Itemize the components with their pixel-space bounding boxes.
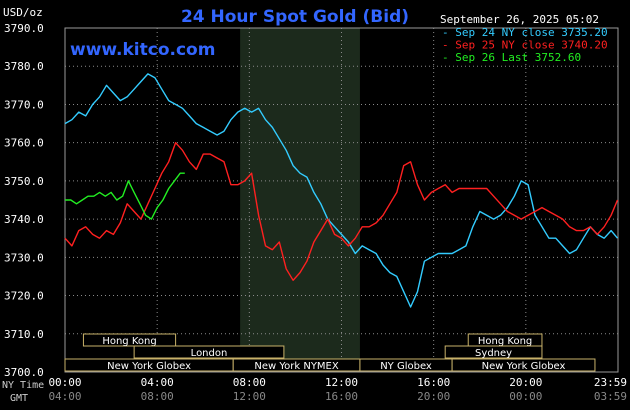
- session-bar: [133, 345, 285, 359]
- legend-entry: - Sep 24 NY close 3735.20: [442, 26, 608, 39]
- series-lines: [64, 73, 619, 308]
- y-tick-label: 3780.0: [4, 60, 44, 73]
- x-tick-label-gmt: 16:00: [325, 390, 358, 403]
- x-tick-label-ny: 12:00: [325, 376, 358, 389]
- chart-title: 24 Hour Spot Gold (Bid): [181, 7, 409, 27]
- shaded-session: [240, 28, 360, 372]
- y-tick-labels: 3790.0 3780.0 3770.0 3760.0 3750.0 3740.0 3730…: [4, 22, 44, 379]
- x-tick-label-ny: 00:00: [48, 376, 81, 389]
- series-line: [64, 73, 619, 308]
- ny-time-label: NY Time: [2, 380, 44, 391]
- x-tick-label-ny: 04:00: [141, 376, 174, 389]
- y-tick-label: 3710.0: [4, 328, 44, 341]
- x-tick-labels: 00:0004:0004:0008:0008:0012:0012:0016:00…: [48, 376, 627, 403]
- session-label: New York Globex: [107, 361, 191, 372]
- x-tick-label-gmt: 04:00: [48, 390, 81, 403]
- y-tick-label: 3730.0: [4, 251, 44, 264]
- session-label: New York Globex: [482, 361, 566, 372]
- y-tick-label: 3770.0: [4, 98, 44, 111]
- session-bar: [444, 345, 543, 359]
- gmt-label: GMT: [10, 393, 28, 404]
- session-bar: [451, 358, 596, 372]
- x-tick-label-gmt: 00:00: [509, 390, 542, 403]
- session-label: NY Globex: [380, 361, 432, 372]
- y-tick-label: 3740.0: [4, 213, 44, 226]
- session-label: Sydney: [475, 348, 512, 359]
- y-tick-label: 3750.0: [4, 175, 44, 188]
- legend-entry: - Sep 26 Last 3752.60: [442, 51, 581, 64]
- y-tick-label: 3790.0: [4, 22, 44, 35]
- y-tick-label: 3760.0: [4, 137, 44, 150]
- x-tick-label-ny: 23:59: [594, 376, 627, 389]
- session-label: Hong Kong: [478, 336, 532, 347]
- y-tick-label: 3700.0: [4, 366, 44, 379]
- session-bars: Hong Kong Hong Kong London Sydney New York G…: [64, 333, 596, 372]
- x-tick-label-ny: 20:00: [509, 376, 542, 389]
- x-tick-label-gmt: 20:00: [417, 390, 450, 403]
- timestamp: September 26, 2025 05:02: [440, 13, 599, 26]
- session-bar: [82, 333, 177, 347]
- session-label: New York NYMEX: [254, 361, 339, 372]
- legend: - Sep 24 NY close 3735.20- Sep 25 NY clo…: [442, 26, 608, 64]
- x-tick-label-gmt: 08:00: [141, 390, 174, 403]
- x-tick-label-gmt: 03:59: [594, 390, 627, 403]
- watermark: www.kitco.com: [70, 40, 215, 60]
- unit-label: USD/oz: [3, 6, 43, 19]
- session-label: Hong Kong: [102, 336, 156, 347]
- grid: [65, 27, 618, 373]
- x-tick-label-ny: 16:00: [417, 376, 450, 389]
- series-line: [65, 172, 185, 220]
- session-label: London: [191, 348, 228, 359]
- x-tick-label-gmt: 12:00: [233, 390, 266, 403]
- y-tick-label: 3720.0: [4, 290, 44, 303]
- x-tick-label-ny: 08:00: [233, 376, 266, 389]
- legend-entry: - Sep 25 NY close 3740.20: [442, 39, 608, 52]
- series-line: [64, 141, 619, 281]
